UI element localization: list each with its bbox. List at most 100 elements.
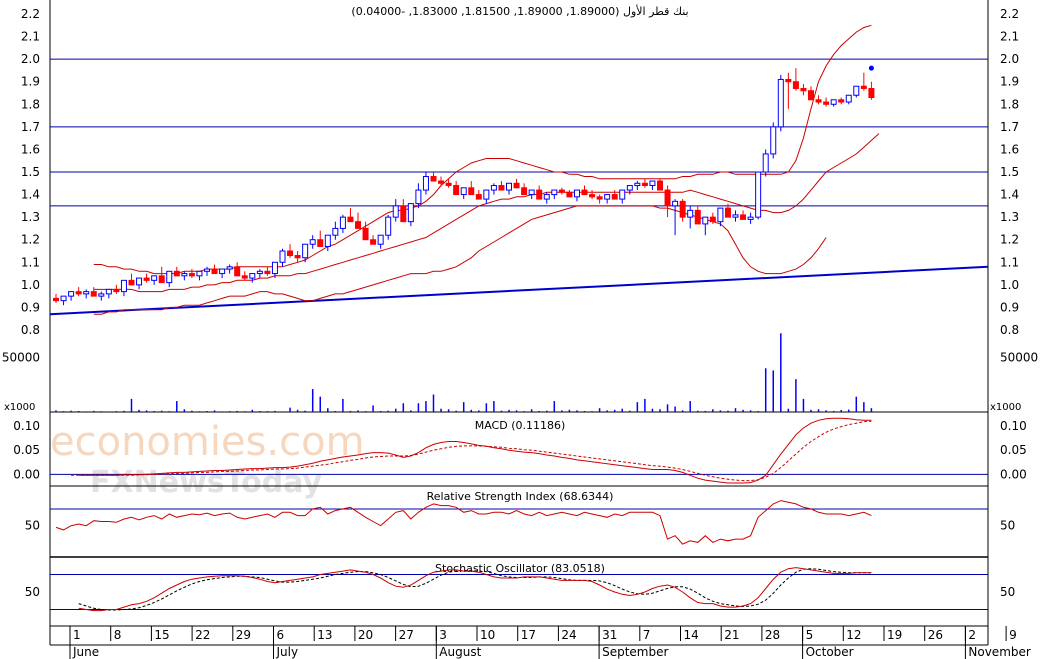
volume-tick-left: 50000 [2, 350, 40, 364]
rsi-panel-title: Relative Strength Index (68.6344) [427, 490, 614, 503]
candle-body [407, 203, 414, 223]
x-day-label: 8 [114, 628, 122, 642]
candle-body [589, 194, 596, 198]
candle-body [256, 270, 263, 275]
stochastic-panel-title: Stochastic Oscillator (83.0518) [435, 562, 605, 575]
candle-body [422, 176, 429, 191]
candle-body [800, 87, 807, 92]
candle-body [445, 182, 452, 187]
candle-body [438, 180, 445, 184]
macd-signal-line [71, 420, 872, 482]
x-day-label: 20 [358, 628, 373, 642]
candle-body [785, 78, 792, 83]
x-month-label: July [276, 645, 299, 659]
x-day-label: 9 [1009, 628, 1017, 642]
candle-body [430, 176, 437, 182]
candle-body [634, 182, 641, 187]
candle-body [694, 209, 701, 225]
candle-body [619, 189, 626, 200]
x-day-label: 19 [887, 628, 902, 642]
candle-body [271, 261, 278, 275]
price-tick-left: 0.9 [21, 300, 40, 314]
candle-body [219, 268, 226, 275]
candle-body [279, 250, 286, 263]
x-day-label: 29 [236, 628, 251, 642]
candle-body [724, 207, 731, 218]
candle-body [415, 189, 422, 205]
candle-body [196, 270, 203, 277]
candle-body [181, 273, 188, 277]
candle-body [400, 205, 407, 223]
price-tick-left: 0.8 [21, 323, 40, 337]
candle-body [158, 275, 165, 284]
candle-body [732, 214, 739, 218]
price-tick-left: 1.7 [21, 120, 40, 134]
candle-body [762, 153, 769, 173]
candle-body [173, 270, 180, 277]
candle-body [211, 268, 218, 275]
candle-body [143, 277, 150, 281]
candle-body [392, 205, 399, 218]
candle-body [770, 126, 777, 155]
candle-body [75, 291, 82, 295]
candle-body [596, 196, 603, 200]
candle-body [521, 187, 528, 196]
candle-body [860, 85, 867, 89]
candle-body [498, 185, 505, 191]
x-day-label: 27 [399, 628, 414, 642]
candle-body [347, 216, 354, 223]
candle-body [777, 78, 784, 128]
price-tick-left: 1.6 [21, 142, 40, 156]
candle-body [188, 273, 195, 277]
price-tick-right: 1.9 [1000, 75, 1019, 89]
candle-body [490, 185, 497, 191]
candle-body [151, 275, 158, 281]
trendline [49, 265, 989, 316]
candle-body [830, 99, 837, 105]
candle-body [90, 291, 97, 297]
stochastic-tick-right: 50 [1000, 585, 1015, 599]
candle-body [528, 189, 535, 196]
candle-body [377, 234, 384, 245]
price-tick-right: 1.3 [1000, 210, 1019, 224]
candle-body [468, 187, 475, 196]
candle-body [60, 295, 67, 302]
volume-panel: 50000 50000 [2, 333, 1038, 412]
rsi-tick-left: 50 [25, 519, 40, 533]
x-day-label: 22 [195, 628, 210, 642]
candle-body [83, 291, 90, 295]
x-month-label: June [72, 645, 99, 659]
candle-body [475, 194, 482, 200]
price-tick-right: 0.9 [1000, 300, 1019, 314]
candle-body [362, 227, 369, 241]
candle-body [649, 180, 656, 187]
candle-body [853, 85, 860, 96]
price-tick-right: 1.8 [1000, 97, 1019, 111]
x-day-label: 3 [439, 628, 447, 642]
price-tick-right: 2.2 [1000, 7, 1019, 21]
x-day-label: 15 [154, 628, 169, 642]
candle-body [581, 189, 588, 196]
candle-body [823, 101, 830, 105]
price-tick-left: 1.9 [21, 75, 40, 89]
candle-body [105, 288, 112, 295]
macd-tick-right: 0.00 [1000, 467, 1027, 481]
candle-body [120, 279, 127, 293]
candle-body [536, 189, 543, 200]
price-tick-left: 1.0 [21, 278, 40, 292]
candle-body [136, 277, 143, 286]
candle-body [664, 189, 671, 207]
rsi-tick-right: 50 [1000, 519, 1015, 533]
candle-body [53, 297, 59, 302]
x-day-label: 5 [806, 628, 814, 642]
candle-body [709, 216, 716, 223]
candle-body [166, 270, 173, 284]
candle-body [287, 250, 294, 257]
candle-body [657, 180, 663, 191]
stochastic-d-line [78, 568, 872, 611]
x-day-label: 7 [643, 628, 651, 642]
price-tick-left: 2.1 [21, 30, 40, 44]
price-tick-right: 2.0 [1000, 52, 1019, 66]
x-month-label: October [806, 645, 854, 659]
